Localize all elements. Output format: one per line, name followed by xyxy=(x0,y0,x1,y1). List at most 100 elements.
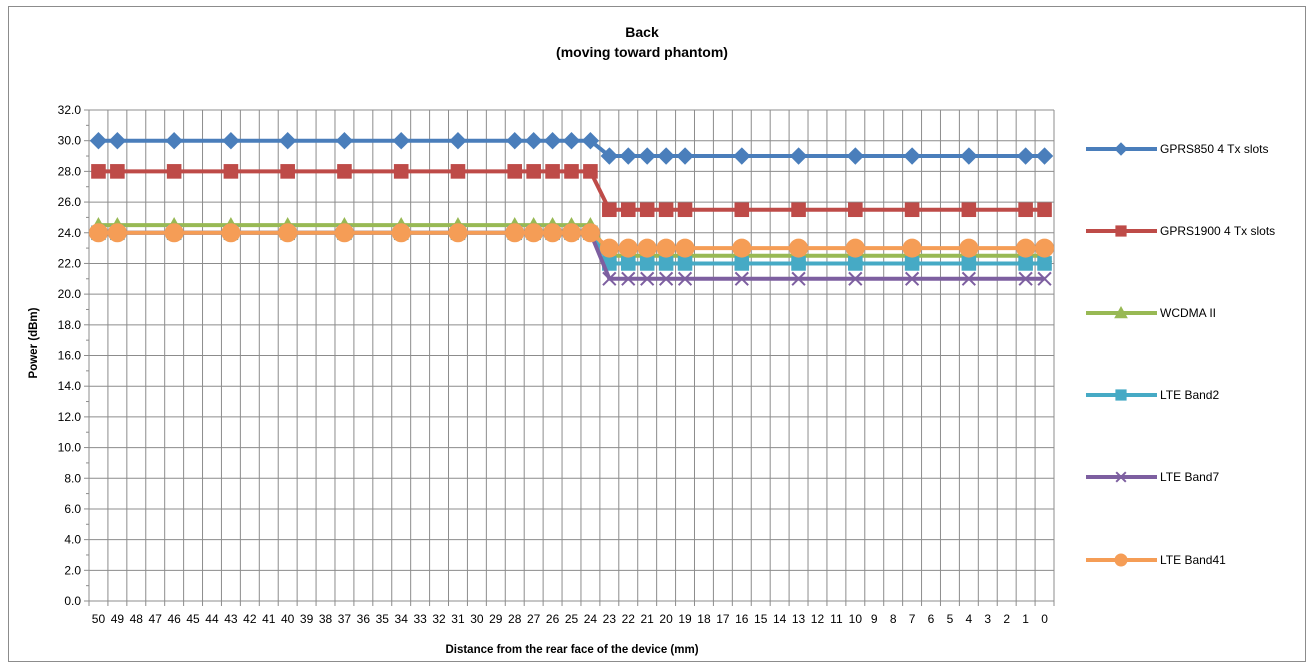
data-point-lte-band2 xyxy=(848,256,863,271)
x-tick-label: 50 xyxy=(92,612,106,626)
x-tick-label: 43 xyxy=(224,612,238,626)
legend-swatch-marker xyxy=(1115,225,1127,237)
x-tick-label: 29 xyxy=(489,612,503,626)
x-tick-label: 4 xyxy=(966,612,973,626)
data-point-lte-band41 xyxy=(524,223,544,243)
data-point-gprs850-4-tx-slots xyxy=(392,131,410,150)
data-point-gprs1900-4-tx-slots xyxy=(223,164,239,179)
x-tick-label: 44 xyxy=(205,612,219,626)
data-point-lte-band41 xyxy=(845,238,865,258)
data-point-gprs1900-4-tx-slots xyxy=(91,164,106,179)
x-tick-label: 37 xyxy=(338,612,352,626)
x-tick-label: 17 xyxy=(716,612,730,626)
chart-title-line2: (moving toward phantom) xyxy=(556,44,728,60)
data-point-lte-band41 xyxy=(334,223,354,243)
data-point-lte-band41 xyxy=(599,238,619,258)
x-tick-label: 23 xyxy=(603,612,617,626)
data-point-gprs1900-4-tx-slots xyxy=(564,164,579,179)
x-tick-label: 30 xyxy=(470,612,484,626)
x-tick-label: 16 xyxy=(735,612,749,626)
legend-item-lte-band41: LTE Band41 xyxy=(1086,553,1226,567)
data-point-gprs1900-4-tx-slots xyxy=(734,202,750,218)
data-point-gprs850-4-tx-slots xyxy=(278,131,297,150)
data-point-lte-band41 xyxy=(107,223,127,243)
x-tick-label: 25 xyxy=(565,612,579,626)
x-tick-label: 46 xyxy=(167,612,181,626)
data-point-lte-band7 xyxy=(621,271,636,286)
line-chart: 0.0 2.0 4.0 6.0 8.0 10.0 12.0 14.0 16.0 18.0 20.0 2… xyxy=(28,24,1275,656)
y-tick-label: 14.0 xyxy=(58,379,82,393)
x-tick-label: 22 xyxy=(622,612,636,626)
data-point-gprs850-4-tx-slots xyxy=(789,147,808,165)
legend-item-gprs1900-4-tx-slots: GPRS1900 4 Tx slots xyxy=(1086,224,1275,238)
x-tick-label: 32 xyxy=(432,612,446,626)
y-tick-label: 2.0 xyxy=(64,563,81,577)
data-point-lte-band41 xyxy=(1016,238,1036,258)
data-point-lte-band7 xyxy=(602,271,617,286)
chart-frame: 0.0 2.0 4.0 6.0 8.0 10.0 12.0 14.0 16.0 18.0 20.0 2… xyxy=(8,6,1306,662)
data-point-lte-band2 xyxy=(658,256,674,271)
data-point-gprs1900-4-tx-slots xyxy=(848,202,863,218)
data-point-lte-band41 xyxy=(505,223,525,243)
data-point-gprs1900-4-tx-slots xyxy=(677,202,693,218)
y-tick-label: 22.0 xyxy=(58,256,82,270)
data-point-lte-band41 xyxy=(562,223,581,243)
x-tick-label: 14 xyxy=(773,612,787,626)
data-point-lte-band7 xyxy=(904,271,920,286)
y-tick-label: 0.0 xyxy=(64,594,81,608)
data-point-gprs1900-4-tx-slots xyxy=(393,164,409,179)
data-point-lte-band7 xyxy=(640,271,655,286)
data-point-gprs1900-4-tx-slots xyxy=(658,202,674,218)
y-tick-label: 16.0 xyxy=(58,349,82,363)
x-tick-label: 28 xyxy=(508,612,522,626)
legend-swatch-marker xyxy=(1115,471,1127,483)
data-point-lte-band7 xyxy=(848,271,863,286)
series-lte-band41 xyxy=(88,223,1055,258)
data-point-lte-band41 xyxy=(164,223,184,243)
data-point-gprs1900-4-tx-slots xyxy=(507,164,523,179)
data-point-gprs850-4-tx-slots xyxy=(846,147,865,165)
data-point-gprs850-4-tx-slots xyxy=(108,131,127,150)
x-tick-label: 47 xyxy=(149,612,163,626)
data-point-lte-band7 xyxy=(677,271,693,286)
data-point-lte-band41 xyxy=(448,223,468,243)
x-tick-label: 15 xyxy=(754,612,768,626)
y-tick-label: 24.0 xyxy=(58,226,82,240)
x-tick-label: 6 xyxy=(928,612,935,626)
data-point-lte-band41 xyxy=(391,223,411,243)
x-tick-label: 0 xyxy=(1041,612,1048,626)
x-tick-label: 8 xyxy=(890,612,897,626)
data-point-gprs850-4-tx-slots xyxy=(506,131,524,150)
legend-swatch-marker xyxy=(1115,389,1127,401)
data-point-lte-band41 xyxy=(637,238,657,258)
x-tick-label: 3 xyxy=(984,612,991,626)
y-axis-title: Power (dBm) xyxy=(28,307,40,378)
x-tick-label: 2 xyxy=(1003,612,1010,626)
data-point-lte-band2 xyxy=(904,256,920,271)
y-tick-label: 18.0 xyxy=(58,318,82,332)
data-point-gprs850-4-tx-slots xyxy=(903,147,921,165)
data-point-gprs850-4-tx-slots xyxy=(600,147,619,165)
data-point-gprs850-4-tx-slots xyxy=(657,147,675,165)
data-point-gprs1900-4-tx-slots xyxy=(1018,202,1033,218)
y-tick-label: 12.0 xyxy=(58,410,82,424)
data-point-lte-band2 xyxy=(961,256,977,271)
data-point-lte-band2 xyxy=(677,256,693,271)
data-point-gprs1900-4-tx-slots xyxy=(961,202,977,218)
data-point-lte-band2 xyxy=(639,256,655,271)
data-point-gprs1900-4-tx-slots xyxy=(583,164,598,179)
data-point-lte-band7 xyxy=(1018,271,1033,286)
x-tick-label: 40 xyxy=(281,612,295,626)
x-tick-label: 34 xyxy=(395,612,409,626)
data-point-gprs850-4-tx-slots xyxy=(165,131,183,150)
data-point-lte-band41 xyxy=(902,238,922,258)
data-point-gprs1900-4-tx-slots xyxy=(904,202,920,218)
x-tick-label: 35 xyxy=(376,612,390,626)
legend-label: GPRS850 4 Tx slots xyxy=(1160,142,1269,156)
data-point-gprs1900-4-tx-slots xyxy=(450,164,466,179)
data-point-gprs850-4-tx-slots xyxy=(89,131,108,150)
data-point-lte-band41 xyxy=(1035,238,1055,258)
data-point-gprs850-4-tx-slots xyxy=(960,147,978,165)
y-tick-label: 4.0 xyxy=(64,533,81,547)
legend-swatch-marker xyxy=(1114,305,1128,319)
